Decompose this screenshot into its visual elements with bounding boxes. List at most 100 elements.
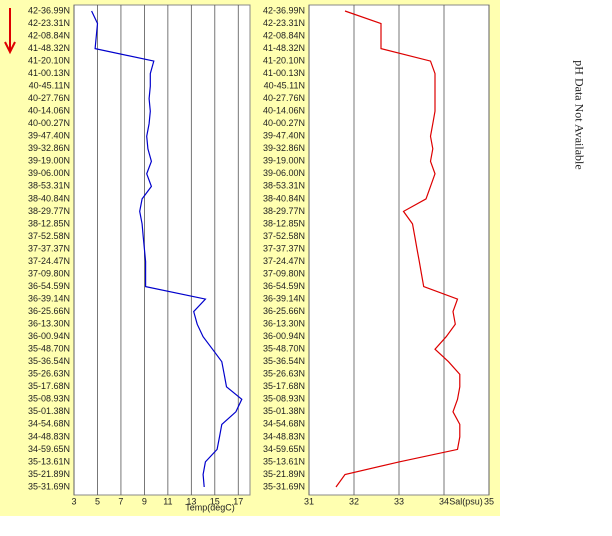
x-tick-label: 35 <box>484 496 494 506</box>
x-axis-label: Sal(psu) <box>449 496 483 506</box>
data-line <box>91 10 243 488</box>
y-tick-label: 36-13.30N <box>263 319 305 329</box>
x-tick-label: 13 <box>186 496 196 506</box>
y-tick-label: 38-12.85N <box>263 218 305 228</box>
annotation: pH Data Not Available <box>572 60 586 169</box>
y-tick-label: 35-31.69N <box>263 481 305 491</box>
y-tick-label: 35-48.70N <box>28 344 70 354</box>
y-tick-label: 36-54.59N <box>263 281 305 291</box>
y-tick-label: 38-40.84N <box>263 193 305 203</box>
direction-arrow-head <box>4 41 16 55</box>
y-tick-label: 41-20.10N <box>263 55 305 65</box>
y-tick-label: 37-24.47N <box>28 256 70 266</box>
y-tick-label: 40-00.27N <box>263 118 305 128</box>
x-tick-label: 33 <box>394 496 404 506</box>
y-tick-label: 35-26.63N <box>263 369 305 379</box>
y-tick-label: 42-08.84N <box>263 30 305 40</box>
y-tick-label: 39-06.00N <box>28 168 70 178</box>
y-tick-label: 40-45.11N <box>29 81 70 91</box>
y-tick-label: 36-00.94N <box>263 331 305 341</box>
y-tick-label: 38-53.31N <box>28 181 70 191</box>
x-tick-label: 34 <box>439 496 449 506</box>
y-tick-label: 35-36.54N <box>28 356 70 366</box>
y-tick-label: 37-09.80N <box>263 268 305 278</box>
x-tick-label: 17 <box>233 496 243 506</box>
x-tick-label: 9 <box>142 496 147 506</box>
y-tick-label: 37-37.37N <box>263 243 305 253</box>
y-tick-label: 40-00.27N <box>28 118 70 128</box>
y-tick-label: 41-00.13N <box>263 68 305 78</box>
y-tick-label: 40-14.06N <box>28 106 70 116</box>
y-tick-label: 41-48.32N <box>263 43 305 53</box>
y-tick-label: 34-48.83N <box>28 431 70 441</box>
y-tick-label: 41-20.10N <box>28 55 70 65</box>
y-tick-label: 36-39.14N <box>28 293 70 303</box>
y-tick-label: 36-54.59N <box>28 281 70 291</box>
y-tick-label: 35-31.69N <box>28 481 70 491</box>
y-tick-label: 42-36.99N <box>263 5 305 15</box>
y-tick-label: 34-59.65N <box>263 444 305 454</box>
y-tick-label: 39-32.86N <box>263 143 305 153</box>
y-tick-label: 41-00.13N <box>28 68 70 78</box>
y-tick-label: 37-52.58N <box>263 231 305 241</box>
y-tick-label: 42-23.31N <box>28 18 70 28</box>
y-tick-label: 40-45.11N <box>264 81 305 91</box>
y-tick-label: 39-47.40N <box>263 131 305 141</box>
x-axis-label: Temp(degC) <box>185 502 235 512</box>
y-tick-label: 35-08.93N <box>263 394 305 404</box>
y-tick-label: 35-17.68N <box>28 381 70 391</box>
y-tick-label: 36-39.14N <box>263 293 305 303</box>
y-tick-label: 36-13.30N <box>28 319 70 329</box>
y-tick-label: 38-40.84N <box>28 193 70 203</box>
y-tick-label: 35-36.54N <box>263 356 305 366</box>
y-tick-label: 34-48.83N <box>263 431 305 441</box>
y-tick-label: 35-13.61N <box>28 456 70 466</box>
y-tick-label: 36-00.94N <box>28 331 70 341</box>
y-tick-label: 39-47.40N <box>28 131 70 141</box>
y-tick-label: 39-19.00N <box>28 156 70 166</box>
x-tick-label: 11 <box>163 496 172 506</box>
y-tick-label: 35-08.93N <box>28 394 70 404</box>
y-tick-label: 35-17.68N <box>263 381 305 391</box>
y-tick-label: 35-01.38N <box>263 406 305 416</box>
y-tick-label: 36-25.66N <box>263 306 305 316</box>
y-tick-label: 41-48.32N <box>28 43 70 53</box>
y-tick-label: 35-21.89N <box>263 469 305 479</box>
y-tick-label: 35-13.61N <box>263 456 305 466</box>
y-tick-label: 35-48.70N <box>263 344 305 354</box>
x-tick-label: 32 <box>349 496 359 506</box>
y-tick-label: 37-09.80N <box>28 268 70 278</box>
y-tick-label: 40-27.76N <box>28 93 70 103</box>
x-tick-label: 5 <box>95 496 100 506</box>
y-tick-label: 34-54.68N <box>263 419 305 429</box>
y-tick-label: 39-06.00N <box>263 168 305 178</box>
y-tick-label: 37-52.58N <box>28 231 70 241</box>
data-line <box>335 10 461 488</box>
y-tick-label: 38-12.85N <box>28 218 70 228</box>
y-tick-label: 38-29.77N <box>263 206 305 216</box>
y-tick-label: 39-19.00N <box>263 156 305 166</box>
y-tick-label: 42-08.84N <box>28 30 70 40</box>
y-tick-label: 35-26.63N <box>28 369 70 379</box>
y-tick-label: 35-21.89N <box>28 469 70 479</box>
y-tick-label: 42-36.99N <box>28 5 70 15</box>
y-tick-label: 40-27.76N <box>263 93 305 103</box>
x-tick-label: 15 <box>210 496 220 506</box>
y-tick-label: 35-01.38N <box>28 406 70 416</box>
y-tick-label: 42-23.31N <box>263 18 305 28</box>
y-tick-label: 36-25.66N <box>28 306 70 316</box>
y-tick-label: 38-53.31N <box>263 181 305 191</box>
y-tick-label: 40-14.06N <box>263 106 305 116</box>
y-tick-label: 39-32.86N <box>28 143 70 153</box>
y-tick-label: 37-24.47N <box>263 256 305 266</box>
x-tick-label: 7 <box>118 496 123 506</box>
plot-area <box>73 4 251 496</box>
y-tick-label: 37-37.37N <box>28 243 70 253</box>
y-tick-label: 34-59.65N <box>28 444 70 454</box>
y-tick-label: 38-29.77N <box>28 206 70 216</box>
x-tick-label: 3 <box>71 496 76 506</box>
x-tick-label: 31 <box>304 496 314 506</box>
y-tick-label: 34-54.68N <box>28 419 70 429</box>
